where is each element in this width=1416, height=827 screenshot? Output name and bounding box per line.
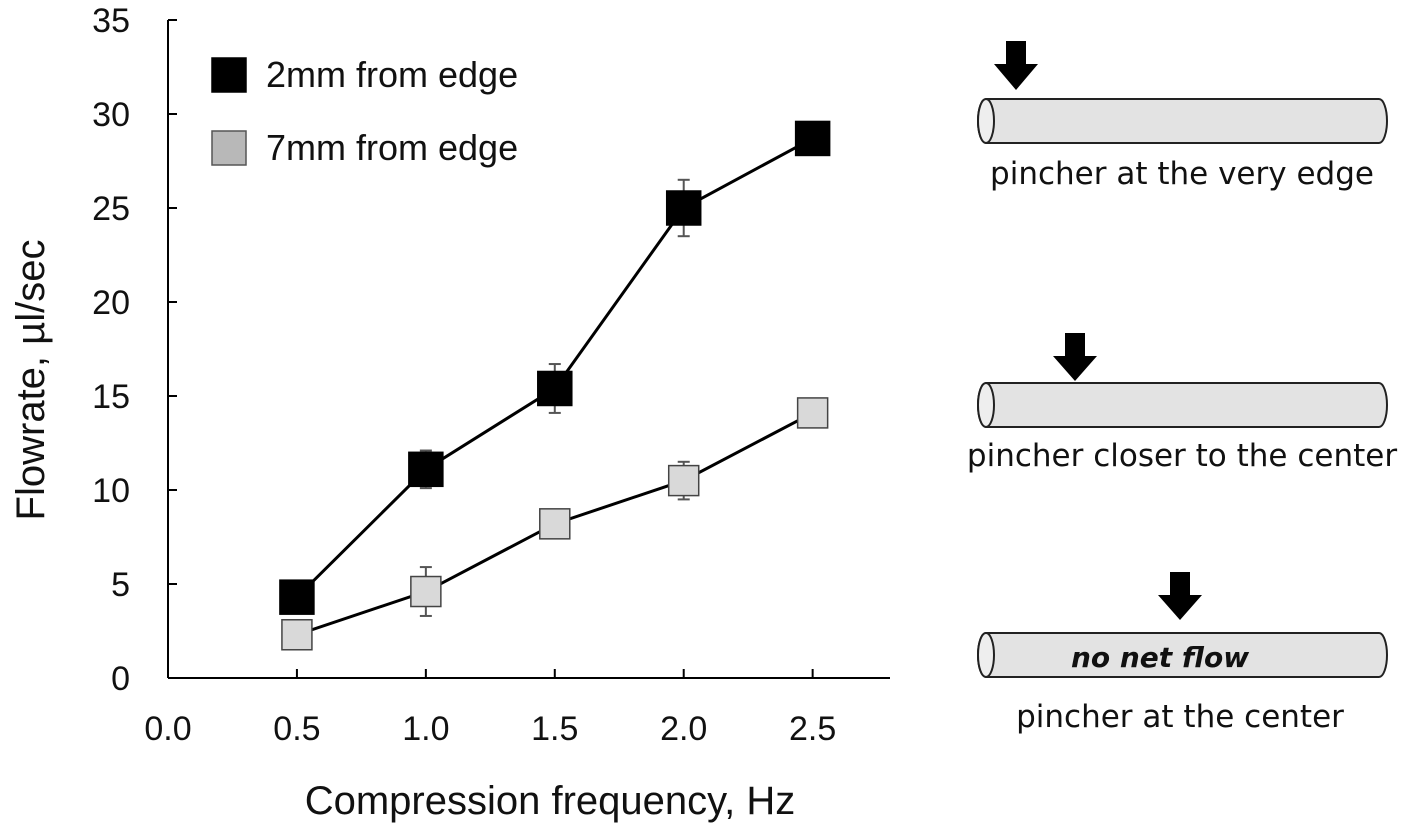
series-1: [279, 120, 831, 615]
data-point: [667, 464, 700, 497]
tube-end: [977, 98, 995, 144]
x-ticks: 0.0 0.5 1.0 1.5 2.0 2.5: [144, 669, 836, 748]
x-axis-title: Compression frequency, Hz: [305, 779, 796, 823]
data-point: [794, 120, 831, 157]
legend-marker-2mm: [211, 57, 247, 93]
data-point: [537, 370, 573, 407]
y-ticks: 0 5 10 15 20 25 30 35: [92, 2, 177, 698]
diagram-closer: pincher closer to the center: [967, 333, 1397, 474]
legend-label-2mm: 2mm from edge: [266, 54, 518, 95]
series-2: [281, 397, 829, 651]
diagram-edge: pincher at the very edge: [977, 41, 1388, 192]
x-tick-label: 2.0: [660, 710, 707, 748]
diagram-caption: pincher closer to the center: [967, 438, 1397, 474]
arrow-down-icon: [1158, 572, 1202, 620]
series-layer: [279, 120, 831, 651]
y-tick-label: 20: [92, 284, 130, 322]
x-tick-label: 0.5: [273, 710, 320, 748]
data-point: [408, 451, 444, 488]
y-tick-label: 10: [92, 472, 130, 510]
x-tick-label: 1.0: [402, 710, 449, 748]
data-point: [410, 575, 442, 608]
diagram-caption: pincher at the center: [1016, 699, 1344, 735]
data-point: [796, 397, 829, 429]
x-tick-label: 1.5: [531, 710, 578, 748]
no-net-flow-label: no net flow: [1071, 641, 1249, 674]
x-tick-label: 0.0: [144, 710, 191, 748]
y-tick-label: 15: [92, 378, 130, 416]
y-tick-label: 0: [111, 660, 130, 698]
y-axis-title: Flowrate, µl/sec: [9, 240, 53, 521]
tube-body: [977, 382, 1388, 428]
data-point: [665, 190, 702, 226]
y-tick-label: 30: [92, 96, 130, 134]
y-tick-label: 25: [92, 190, 130, 228]
data-point: [279, 579, 315, 615]
tube-end: [977, 382, 995, 428]
legend: 2mm from edge 7mm from edge: [211, 54, 518, 168]
arrow-down-icon: [1053, 333, 1097, 381]
legend-marker-7mm: [211, 130, 247, 166]
legend-label-7mm: 7mm from edge: [266, 127, 518, 168]
tube-body: [977, 98, 1388, 144]
x-tick-label: 2.5: [789, 710, 836, 748]
y-tick-label: 35: [92, 2, 130, 40]
data-point: [281, 619, 313, 651]
diagram-caption: pincher at the very edge: [990, 156, 1374, 192]
tube-end: [977, 632, 995, 678]
arrow-down-icon: [994, 41, 1038, 90]
data-point: [539, 508, 571, 540]
y-tick-label: 5: [111, 566, 130, 604]
flowrate-chart: 0 5 10 15 20 25 30 35 0.0 0.5 1.0 1.5 2.0 2.5 Compre…: [9, 2, 890, 823]
diagram-center: no net flow pincher at the center: [977, 572, 1388, 735]
